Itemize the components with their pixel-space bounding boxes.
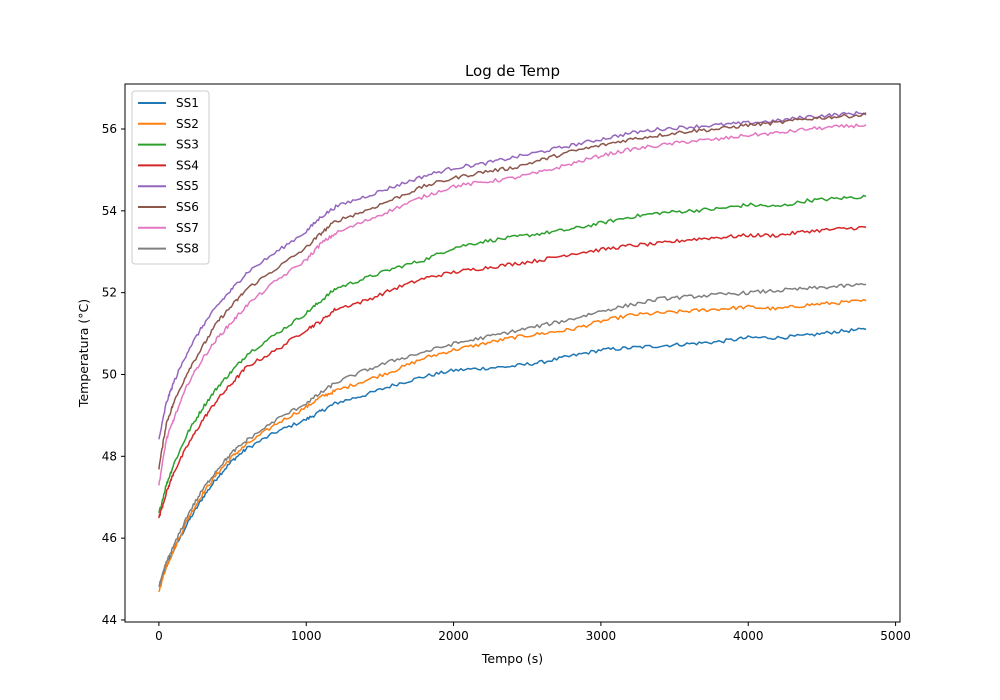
x-axis-ticks: 0 1000 2000 3000 4000 5000 (155, 622, 911, 643)
y-tick-label: 52 (102, 286, 117, 300)
x-tick-label: 2000 (438, 629, 469, 643)
y-axis-ticks: 44 46 48 50 52 54 56 (102, 122, 125, 627)
y-tick-label: 50 (102, 367, 117, 381)
legend-label-ss1: SS1 (176, 96, 199, 110)
y-tick-label: 48 (102, 449, 117, 463)
chart-title: Log de Temp (465, 62, 560, 80)
legend-label-ss4: SS4 (176, 158, 199, 172)
series-line-ss1 (158, 327, 867, 588)
y-axis-title: Temperatura (°C) (76, 299, 91, 408)
x-tick-label: 3000 (586, 629, 617, 643)
legend-label-ss8: SS8 (176, 242, 199, 256)
x-tick-label: 4000 (733, 629, 764, 643)
legend-label-ss7: SS7 (176, 221, 199, 235)
series-line-ss4 (158, 225, 867, 519)
y-tick-label: 44 (102, 613, 117, 627)
y-tick-label: 56 (102, 122, 117, 136)
legend-label-ss3: SS3 (176, 138, 199, 152)
series-line-ss7 (158, 123, 867, 486)
series-line-ss2 (158, 298, 867, 593)
x-tick-label: 1000 (291, 629, 322, 643)
y-tick-label: 46 (102, 531, 117, 545)
x-axis-title: Tempo (s) (481, 651, 543, 666)
legend-label-ss6: SS6 (176, 200, 199, 214)
series-line-ss5 (158, 110, 867, 440)
x-tick-label: 5000 (880, 629, 911, 643)
series-line-ss8 (158, 282, 867, 587)
series-line-ss6 (158, 112, 867, 470)
y-tick-label: 54 (102, 204, 117, 218)
plot-lines (158, 110, 867, 593)
series-line-ss3 (158, 194, 867, 514)
legend: SS1 SS2 SS3 SS4 SS5 SS6 SS7 SS8 (131, 90, 210, 265)
legend-label-ss5: SS5 (176, 179, 199, 193)
legend-label-ss2: SS2 (176, 117, 199, 131)
x-tick-label: 0 (155, 629, 163, 643)
plot-frame (124, 83, 901, 623)
legend-box (131, 90, 210, 265)
